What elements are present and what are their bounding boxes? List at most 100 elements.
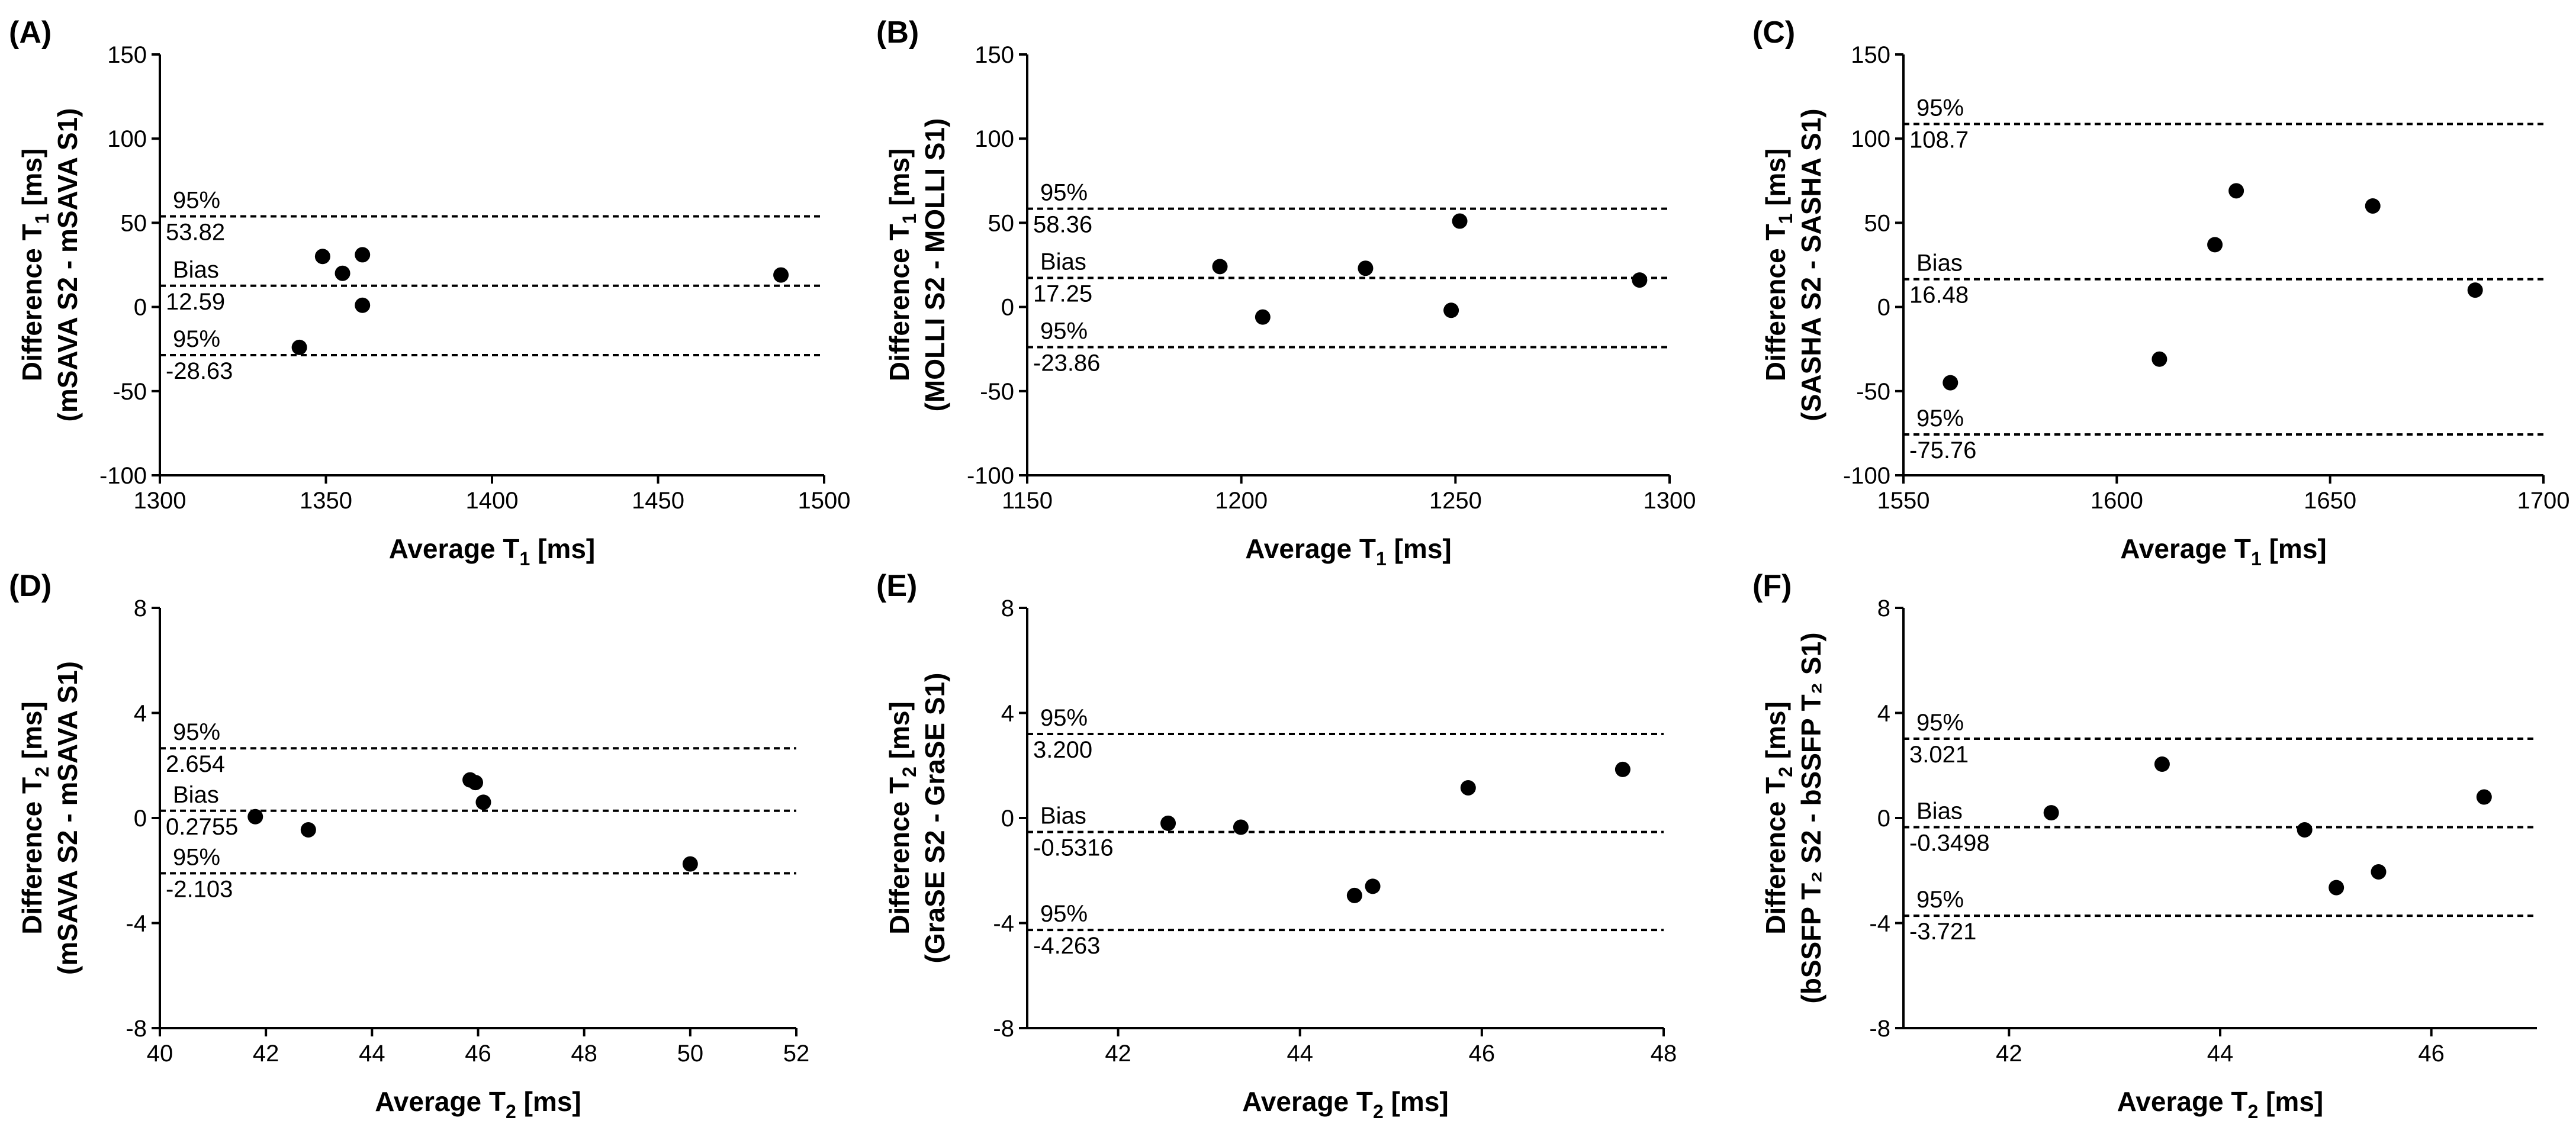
data-point (300, 822, 316, 838)
limit-value: -4.263 (1033, 933, 1100, 959)
limit-value: 58.36 (1033, 212, 1092, 238)
y-tick-label: 0 (1877, 806, 1890, 832)
data-point (1615, 761, 1630, 777)
x-axis-label: Average T2 [ms] (1242, 1086, 1448, 1122)
bias-value: -0.5316 (1033, 835, 1114, 861)
data-point (2365, 198, 2381, 214)
panel-f: (F) -8 -4 0 4 8 42 44 46 Average T2 [ms] Differenc… (1752, 569, 2537, 1122)
limit-label: 95% (1040, 901, 1088, 927)
y-axis-label: Difference T2 [ms] (884, 701, 920, 935)
data-point (355, 247, 371, 263)
bias-label: Bias (1040, 249, 1086, 275)
x-tick-label: 46 (1469, 1041, 1496, 1067)
data-point (1460, 780, 1476, 796)
panel-label: (B) (876, 15, 919, 50)
data-point (2467, 282, 2483, 298)
y-tick-label: 50 (988, 210, 1015, 236)
data-point (773, 267, 789, 283)
x-axis-label: Average T2 [ms] (375, 1086, 581, 1122)
bias-label: Bias (1916, 250, 1963, 276)
x-tick-label: 46 (465, 1041, 491, 1067)
x-tick-label: 42 (1996, 1041, 2022, 1067)
x-tick-label: 1500 (798, 488, 851, 514)
y-tick-label: -4 (126, 911, 147, 937)
data-point (1443, 302, 1459, 318)
limit-label: 95% (173, 719, 220, 745)
data-point (468, 775, 484, 791)
data-point (1943, 375, 1958, 391)
data-point (2329, 880, 2345, 896)
data-point (2297, 822, 2313, 838)
y-tick-label: 0 (1001, 295, 1014, 321)
y-axis-label-line2: (SASHA S2 - SASHA S1) (1796, 108, 1826, 421)
bias-label: Bias (173, 782, 219, 808)
x-tick-label: 42 (1105, 1041, 1131, 1067)
y-tick-label: 8 (1877, 595, 1890, 621)
data-point (2154, 756, 2170, 772)
data-point (475, 794, 491, 810)
limit-label: 95% (173, 844, 220, 870)
y-tick-label: -50 (112, 379, 147, 405)
y-tick-label: 100 (1851, 126, 1890, 152)
x-tick-label: 48 (1651, 1041, 1677, 1067)
y-tick-label: -8 (993, 1016, 1014, 1042)
y-tick-label: -100 (1843, 463, 1890, 489)
y-axis-label-line2: (mSAVA S2 - mSAVA S1) (52, 661, 83, 975)
limit-value: 2.654 (166, 751, 225, 777)
limit-label: 95% (1916, 887, 1964, 913)
y-tick-label: 0 (134, 295, 147, 321)
y-tick-label: 50 (121, 210, 147, 236)
x-axis-label: Average T2 [ms] (2117, 1086, 2323, 1122)
data-point (1452, 213, 1468, 229)
x-tick-label: 50 (677, 1041, 704, 1067)
y-tick-label: 50 (1864, 210, 1891, 236)
y-tick-label: -4 (993, 911, 1014, 937)
y-tick-label: 8 (1001, 595, 1014, 621)
limit-value: 53.82 (166, 220, 225, 246)
data-point (2207, 237, 2223, 253)
data-point (1346, 887, 1362, 903)
limit-value: -28.63 (166, 358, 233, 384)
x-tick-label: 44 (1287, 1041, 1313, 1067)
x-tick-label: 1150 (1002, 488, 1053, 514)
x-tick-label: 1300 (1644, 488, 1696, 514)
data-point (291, 339, 307, 355)
y-axis-label: Difference T2 [ms] (1760, 701, 1796, 935)
data-point (1358, 260, 1374, 276)
panel-a: (A) -100 -50 0 50 100 150 1300 1350 1400 1450 1500 A… (9, 15, 850, 569)
limit-value: 3.200 (1033, 737, 1092, 763)
panel-label: (E) (876, 569, 917, 603)
limit-value: -75.76 (1909, 437, 1976, 463)
data-point (1365, 878, 1381, 894)
limit-label: 95% (1916, 710, 1964, 736)
y-tick-label: 0 (1877, 295, 1890, 321)
x-tick-label: 46 (2418, 1041, 2445, 1067)
limit-label: 95% (1916, 95, 1964, 121)
data-point (2476, 789, 2492, 805)
x-tick-label: 1450 (632, 488, 684, 514)
panel-label: (F) (1752, 569, 1792, 603)
data-point (2371, 864, 2387, 880)
bias-value: 12.59 (166, 289, 225, 315)
data-point (1212, 259, 1228, 275)
y-axis-label: Difference T1 [ms] (17, 149, 53, 382)
limit-label: 95% (1040, 180, 1088, 206)
x-tick-label: 52 (783, 1041, 810, 1067)
panel-label: (C) (1752, 15, 1795, 50)
y-tick-label: 4 (1877, 701, 1890, 727)
y-tick-label: 8 (134, 595, 147, 621)
limit-value: 108.7 (1909, 127, 1969, 153)
y-tick-label: -50 (980, 379, 1014, 405)
panel-b: (B) -100 -50 0 50 100 150 1150 1200 1250 1300 Avera… (876, 15, 1696, 569)
limit-label: 95% (1040, 705, 1088, 731)
data-point (682, 856, 698, 872)
x-tick-label: 1400 (466, 488, 519, 514)
y-tick-label: 100 (107, 126, 147, 152)
y-tick-label: 0 (134, 806, 147, 832)
bias-label: Bias (173, 257, 219, 283)
limit-label: 95% (1916, 405, 1964, 431)
panel-c: (C) -100 -50 0 50 100 150 1550 1600 1650 1700 Avera… (1752, 15, 2569, 569)
data-point (1632, 272, 1648, 288)
